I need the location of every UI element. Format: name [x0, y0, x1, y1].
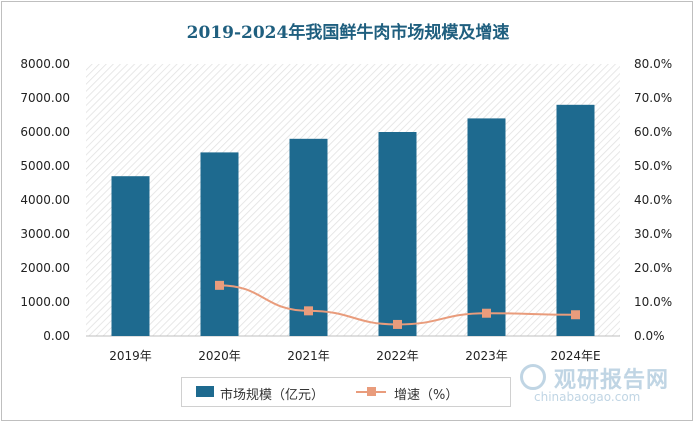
x-tick-label: 2021年 — [287, 349, 330, 363]
y-left-tick-label: 8000.00 — [20, 57, 70, 71]
y-right-tick-label: 0.0% — [634, 329, 665, 343]
y-left-tick-label: 1000.00 — [20, 295, 70, 309]
y-right-tick-label: 80.0% — [634, 57, 672, 71]
watermark-text-en: chinabaogao.com — [534, 390, 641, 404]
legend-label-market-size: 市场规模（亿元） — [220, 388, 325, 403]
y-left-tick-label: 2000.00 — [20, 261, 70, 275]
growth-point — [393, 319, 402, 329]
growth-point — [571, 310, 580, 320]
legend-line-marker — [367, 387, 376, 396]
bar — [378, 132, 417, 336]
y-left-tick-label: 5000.00 — [20, 159, 70, 173]
plot-background — [86, 64, 620, 336]
watermark-logo-icon — [520, 364, 546, 390]
y-left-tick-label: 0.00 — [43, 329, 70, 343]
y-right-tick-label: 50.0% — [634, 159, 672, 173]
y-right-tick-label: 40.0% — [634, 193, 672, 207]
watermark: 观研报告网 chinabaogao.com — [520, 360, 690, 410]
x-tick-label: 2019年 — [109, 349, 152, 363]
legend-bar-swatch — [196, 386, 214, 397]
y-right-tick-label: 10.0% — [634, 295, 672, 309]
growth-point — [304, 306, 313, 316]
chart-title: 2019-2024年我国鲜牛肉市场规模及增速 — [186, 23, 510, 43]
x-tick-label: 2023年 — [465, 349, 508, 363]
bar — [556, 104, 595, 336]
y-left-tick-label: 7000.00 — [20, 91, 70, 105]
y-right-tick-label: 20.0% — [634, 261, 672, 275]
growth-point — [215, 280, 224, 290]
bar — [289, 138, 328, 336]
y-right-tick-label: 30.0% — [634, 227, 672, 241]
y-left-tick-label: 6000.00 — [20, 125, 70, 139]
y-right-tick-label: 70.0% — [634, 91, 672, 105]
x-tick-label: 2024年E — [550, 349, 600, 363]
x-tick-label: 2020年 — [198, 349, 241, 363]
y-left-tick-label: 3000.00 — [20, 227, 70, 241]
legend-label-growth: 增速（%） — [394, 388, 459, 403]
growth-point — [482, 308, 491, 318]
watermark-text-cn: 观研报告网 — [554, 368, 670, 393]
bar — [200, 152, 239, 336]
x-tick-label: 2022年 — [376, 349, 419, 363]
y-right-tick-label: 60.0% — [634, 125, 672, 139]
bar — [467, 118, 506, 337]
bar — [111, 176, 150, 336]
y-left-tick-label: 4000.00 — [20, 193, 70, 207]
legend: 市场规模（亿元） 增速（%） — [181, 377, 511, 407]
